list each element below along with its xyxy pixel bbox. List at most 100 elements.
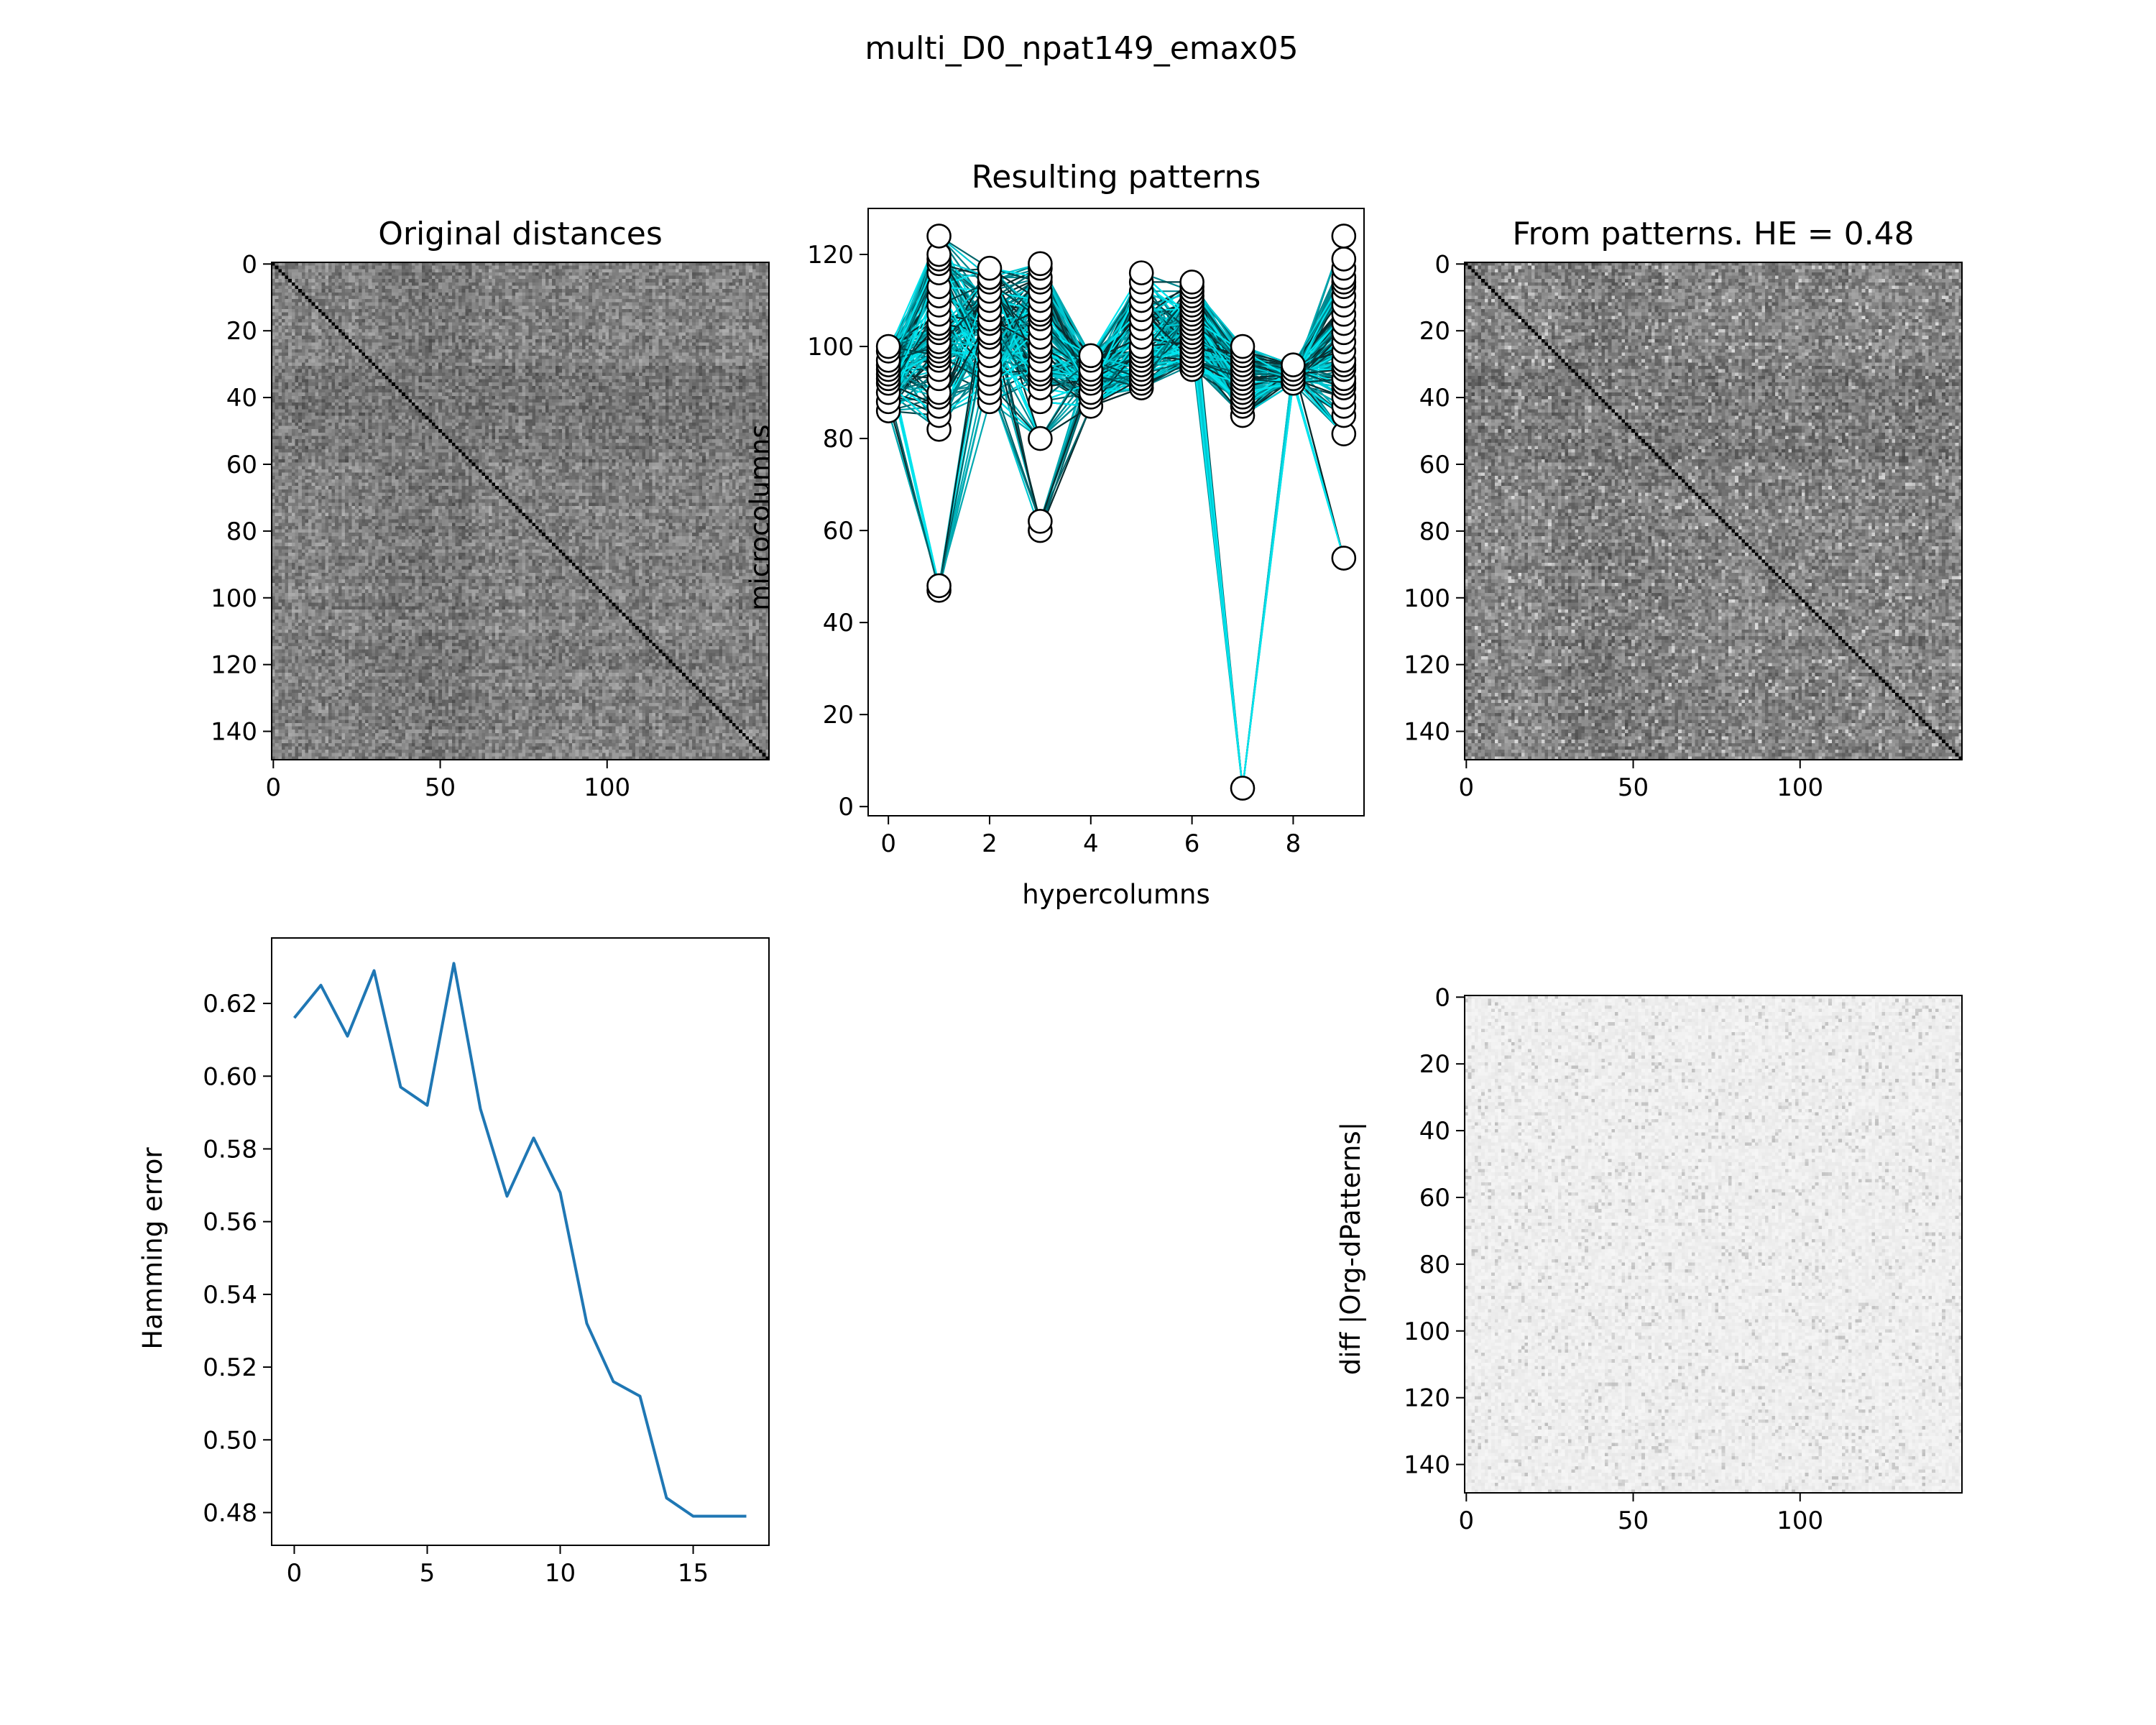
hamming-ytick-label: 0.52 <box>203 1353 257 1382</box>
from-patterns-title: From patterns. HE = 0.48 <box>1512 216 1914 252</box>
pattern-marker <box>1179 270 1204 295</box>
pattern-line <box>888 281 1344 393</box>
diff-xtick-label: 50 <box>1618 1506 1649 1535</box>
pattern-marker <box>1028 426 1053 451</box>
diff-ytick-label: 20 <box>1419 1050 1450 1079</box>
from-patterns-frame <box>1464 262 1963 760</box>
pattern-line <box>888 275 1345 788</box>
hamming-ytick-label: 0.56 <box>203 1208 257 1237</box>
pattern-line <box>888 275 1345 389</box>
patterns-xtick-label: 8 <box>1286 829 1302 858</box>
original-ytick-label: 140 <box>211 718 257 747</box>
pattern-line <box>888 262 1344 591</box>
original-ytick-label: 60 <box>226 451 257 479</box>
patterns-ytick-label: 60 <box>823 517 854 546</box>
from-patterns-heatmap-image <box>1465 262 1962 760</box>
original-ytick-label: 80 <box>226 518 257 546</box>
resulting-patterns-panel: Resulting patterns 0 2 4 6 8020406080100120 … <box>745 159 1365 910</box>
patterns-ytick-label: 120 <box>807 241 854 270</box>
from-patterns-ytick-label: 80 <box>1419 518 1450 546</box>
diff-xtick-label: 100 <box>1777 1506 1823 1535</box>
hamming-ytick-label: 0.48 <box>203 1499 257 1527</box>
figure-title: multi_D0_npat149_emax05 <box>865 30 1298 67</box>
from-patterns-xtick-label: 100 <box>1777 773 1823 802</box>
pattern-line <box>888 234 1345 402</box>
hamming-error-panel: 0 5 10 15 0.48 0.50 0.52 0.54 0.56 0.58 0.60 0.62 H… <box>137 937 770 1588</box>
diff-ytick-label: 140 <box>1404 1451 1450 1480</box>
pattern-line <box>888 308 1344 408</box>
original-frame <box>271 262 770 760</box>
patterns-xtick-label: 4 <box>1083 829 1099 858</box>
diff-frame <box>1464 995 1963 1494</box>
original-ytick-label: 0 <box>241 250 257 279</box>
patterns-frame <box>867 208 1365 816</box>
diff-ytick-label: 40 <box>1419 1117 1450 1146</box>
hamming-ytick-label: 0.58 <box>203 1135 257 1164</box>
diff-panel: 0 50 100 0 20 40 60 80 100 120 140 diff |Org-dPatt… <box>1335 983 1963 1535</box>
diff-ytick-label: 0 <box>1434 983 1450 1012</box>
from-patterns-ytick-label: 40 <box>1419 384 1450 413</box>
patterns-ytick-label: 100 <box>807 333 854 362</box>
pattern-marker <box>1281 352 1306 377</box>
patterns-y-axis-label: microcolumns <box>745 424 775 610</box>
diff-heatmap-image <box>1465 995 1962 1493</box>
hamming-error-line <box>292 962 747 1518</box>
hamming-ytick-label: 0.54 <box>203 1281 257 1310</box>
from-patterns-xtick-label: 0 <box>1459 773 1475 802</box>
patterns-xtick-label: 0 <box>880 829 896 858</box>
from-patterns-ytick-label: 60 <box>1419 451 1450 479</box>
pattern-marker <box>1331 224 1357 249</box>
pattern-marker <box>1230 334 1256 359</box>
original-ytick-label: 100 <box>211 584 257 613</box>
patterns-x-axis-label: hypercolumns <box>1022 879 1210 910</box>
from-patterns-ytick-label: 140 <box>1404 718 1450 747</box>
diff-ytick-label: 80 <box>1419 1251 1450 1279</box>
patterns-ytick-label: 20 <box>823 701 854 730</box>
pattern-marker <box>926 573 952 599</box>
pattern-marker <box>1128 260 1154 285</box>
resulting-patterns-title: Resulting patterns <box>972 159 1261 196</box>
original-ytick-label: 40 <box>226 384 257 413</box>
patterns-xtick-label: 2 <box>982 829 998 858</box>
pattern-marker <box>1028 251 1053 277</box>
pattern-marker <box>1331 546 1357 571</box>
hamming-y-axis-label: Hamming error <box>137 1147 168 1350</box>
hamming-xtick-label: 10 <box>545 1559 576 1588</box>
original-ytick-label: 20 <box>226 317 257 346</box>
original-distances-panel: Original distances 0 50 100 0 20 40 60 80 100 120… <box>211 216 770 802</box>
patterns-ytick-label: 0 <box>838 793 854 822</box>
pattern-line <box>888 252 1345 395</box>
diff-ytick-label: 60 <box>1419 1184 1450 1213</box>
patterns-ytick-label: 80 <box>823 425 854 454</box>
pattern-line <box>888 308 1345 380</box>
original-xtick-label: 0 <box>266 773 282 802</box>
pattern-marker <box>1230 776 1256 801</box>
hamming-ytick-label: 0.60 <box>203 1062 257 1091</box>
pattern-marker <box>977 255 1003 281</box>
original-distances-title: Original distances <box>378 216 663 252</box>
pattern-line <box>888 336 1344 402</box>
from-patterns-ytick-label: 100 <box>1404 584 1450 613</box>
pattern-line <box>888 262 1345 788</box>
from-patterns-xtick-label: 50 <box>1618 773 1649 802</box>
hamming-xtick-label: 0 <box>287 1559 303 1588</box>
hamming-ytick-label: 0.50 <box>203 1426 257 1455</box>
from-patterns-ytick-label: 20 <box>1419 317 1450 346</box>
pattern-line <box>888 265 1345 591</box>
original-ytick-label: 120 <box>211 651 257 680</box>
diff-xtick-label: 0 <box>1459 1506 1475 1535</box>
hamming-xtick-label: 5 <box>420 1559 436 1588</box>
pattern-marker <box>1028 509 1053 534</box>
from-patterns-ytick-label: 0 <box>1434 250 1450 279</box>
hamming-ytick-label: 0.62 <box>203 990 257 1018</box>
pattern-line <box>888 280 1345 435</box>
pattern-marker <box>1078 343 1104 369</box>
pattern-marker <box>875 334 901 359</box>
patterns-ytick-label: 40 <box>823 609 854 638</box>
diff-ytick-label: 120 <box>1404 1384 1450 1413</box>
hamming-xtick-label: 15 <box>678 1559 709 1588</box>
pattern-marker <box>1331 247 1357 272</box>
pattern-marker <box>926 224 952 249</box>
diff-ytick-label: 100 <box>1404 1317 1450 1346</box>
